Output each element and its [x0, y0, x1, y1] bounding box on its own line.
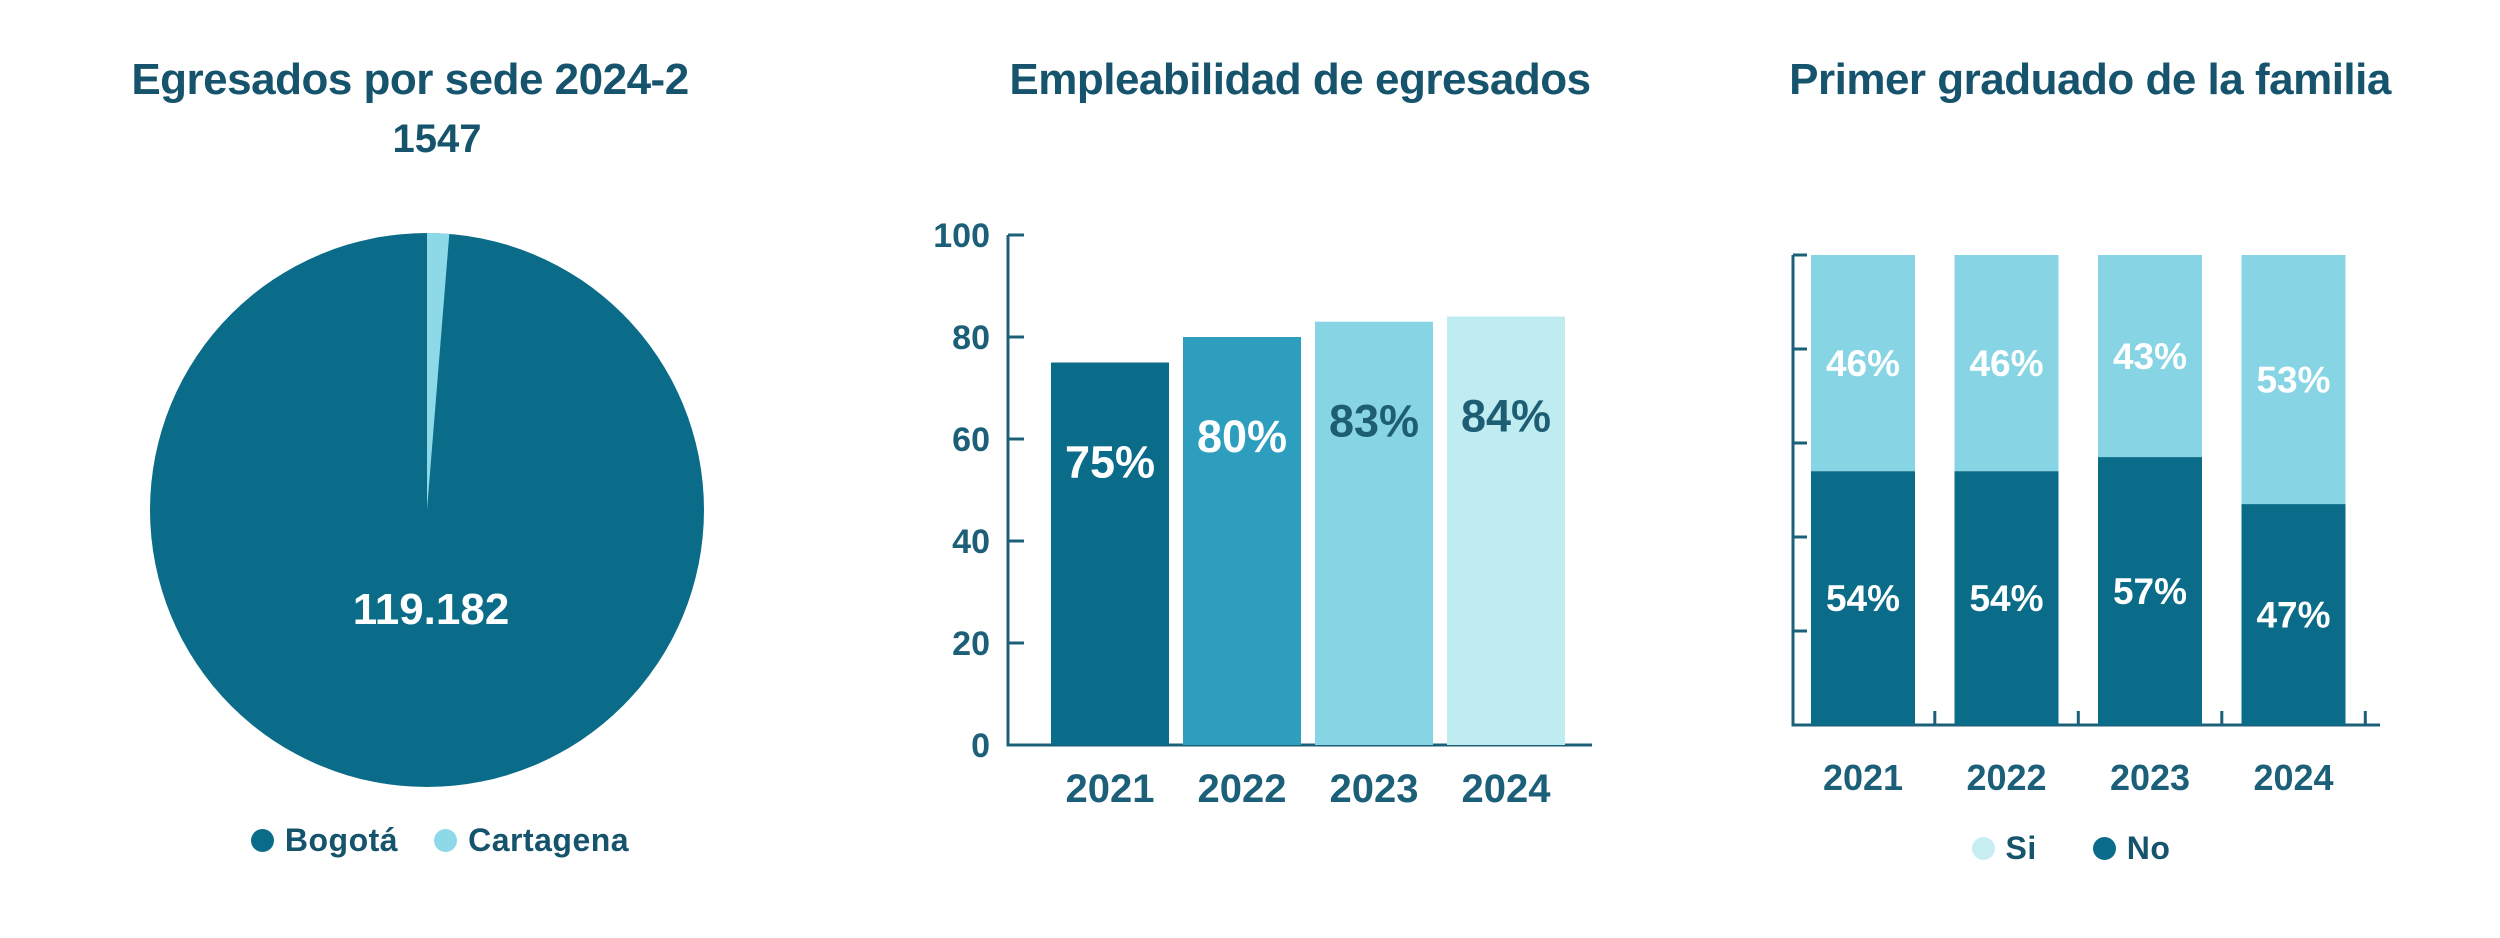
y-axis-label-0: 0 [971, 727, 990, 765]
legend-label-no: No [2126, 830, 2171, 866]
stack-label-2022-no: 54% [1969, 578, 2043, 619]
pie-value-cartagena: 1547 [393, 117, 482, 161]
stacked-chart-title: Primer graduado de la familia [1789, 55, 2391, 104]
y-axis-label-100: 100 [933, 217, 990, 255]
legend-dot-bogota [250, 829, 274, 852]
bar-value-label-2022: 80% [1197, 411, 1287, 462]
y-axis-label-80: 80 [952, 319, 990, 357]
legend-item-si: Si [1971, 830, 2037, 867]
legend-item-cartagena: Cartagena [434, 822, 629, 859]
primer-graduado-chart: 46% 54% 2021 46% 54% 2022 43% 57% 2023 53% 47% 2024 [1791, 253, 2380, 798]
bar-2024 [1447, 316, 1565, 745]
y-axis-label-60: 60 [952, 421, 990, 459]
pie-value-bogota: 119.182 [353, 585, 510, 634]
bar-chart-title: Empleabilidad de egresados [1009, 55, 1591, 104]
y-axis-label-40: 40 [952, 523, 990, 561]
legend-item-no: No [2092, 830, 2171, 867]
stack-2022-no [1954, 471, 2059, 725]
x-axis-label-2023: 2023 [1330, 767, 1419, 811]
stacked-x-label-2021: 2021 [1823, 757, 1903, 798]
stack-label-2021-si: 46% [1826, 343, 1900, 384]
x-axis-label-2021: 2021 [1066, 767, 1155, 811]
legend-item-bogota: Bogotá [250, 822, 399, 859]
stacked-legend: Si No [1771, 830, 2371, 867]
stack-2022-si [1954, 255, 2059, 472]
bar-2022 [1183, 337, 1301, 745]
stack-label-2023-no: 57% [2113, 571, 2187, 612]
stack-label-2024-no: 47% [2256, 595, 2330, 636]
stack-2021-si [1811, 255, 1915, 472]
stack-label-2024-si: 53% [2256, 360, 2330, 401]
stack-2023-si [2098, 255, 2202, 458]
pie-slice-cartagena [427, 233, 450, 510]
pie-chart-title: Egresados por sede 2024-2 [131, 55, 689, 104]
y-axis-label-20: 20 [952, 625, 990, 663]
stack-label-2023-si: 43% [2113, 336, 2187, 377]
stack-2021-no [1811, 471, 1915, 725]
bar-2021 [1051, 362, 1169, 745]
stack-2024-si [2241, 255, 2346, 505]
stack-label-2021-no: 54% [1826, 578, 1900, 619]
legend-label-bogota: Bogotá [284, 822, 399, 858]
legend-dot-no [2092, 837, 2116, 860]
bar-value-label-2024: 84% [1461, 391, 1551, 442]
stacked-x-label-2024: 2024 [2253, 757, 2333, 798]
x-axis-label-2024: 2024 [1462, 767, 1552, 811]
pie-legend: Bogotá Cartagena [140, 822, 740, 859]
legend-dot-cartagena [434, 829, 458, 852]
stacked-x-label-2023: 2023 [2110, 757, 2190, 798]
bar-value-label-2023: 83% [1329, 396, 1419, 447]
stack-label-2022-si: 46% [1969, 343, 2043, 384]
x-axis-label-2022: 2022 [1198, 767, 1287, 811]
stack-2024-no [2241, 504, 2346, 725]
bar-value-label-2021: 75% [1065, 437, 1155, 488]
legend-label-cartagena: Cartagena [468, 822, 630, 858]
legend-dot-si [1971, 837, 1995, 860]
pie-chart: 119.182 1547 [150, 117, 704, 787]
legend-label-si: Si [2005, 830, 2037, 866]
empleabilidad-chart: 0 20 40 60 80 100 75% 2021 80% 2022 83% 2023 84% 2024 [933, 217, 1592, 811]
stacked-x-label-2022: 2022 [1966, 757, 2046, 798]
bar-2023 [1315, 321, 1433, 745]
stack-2023-no [2098, 457, 2202, 725]
